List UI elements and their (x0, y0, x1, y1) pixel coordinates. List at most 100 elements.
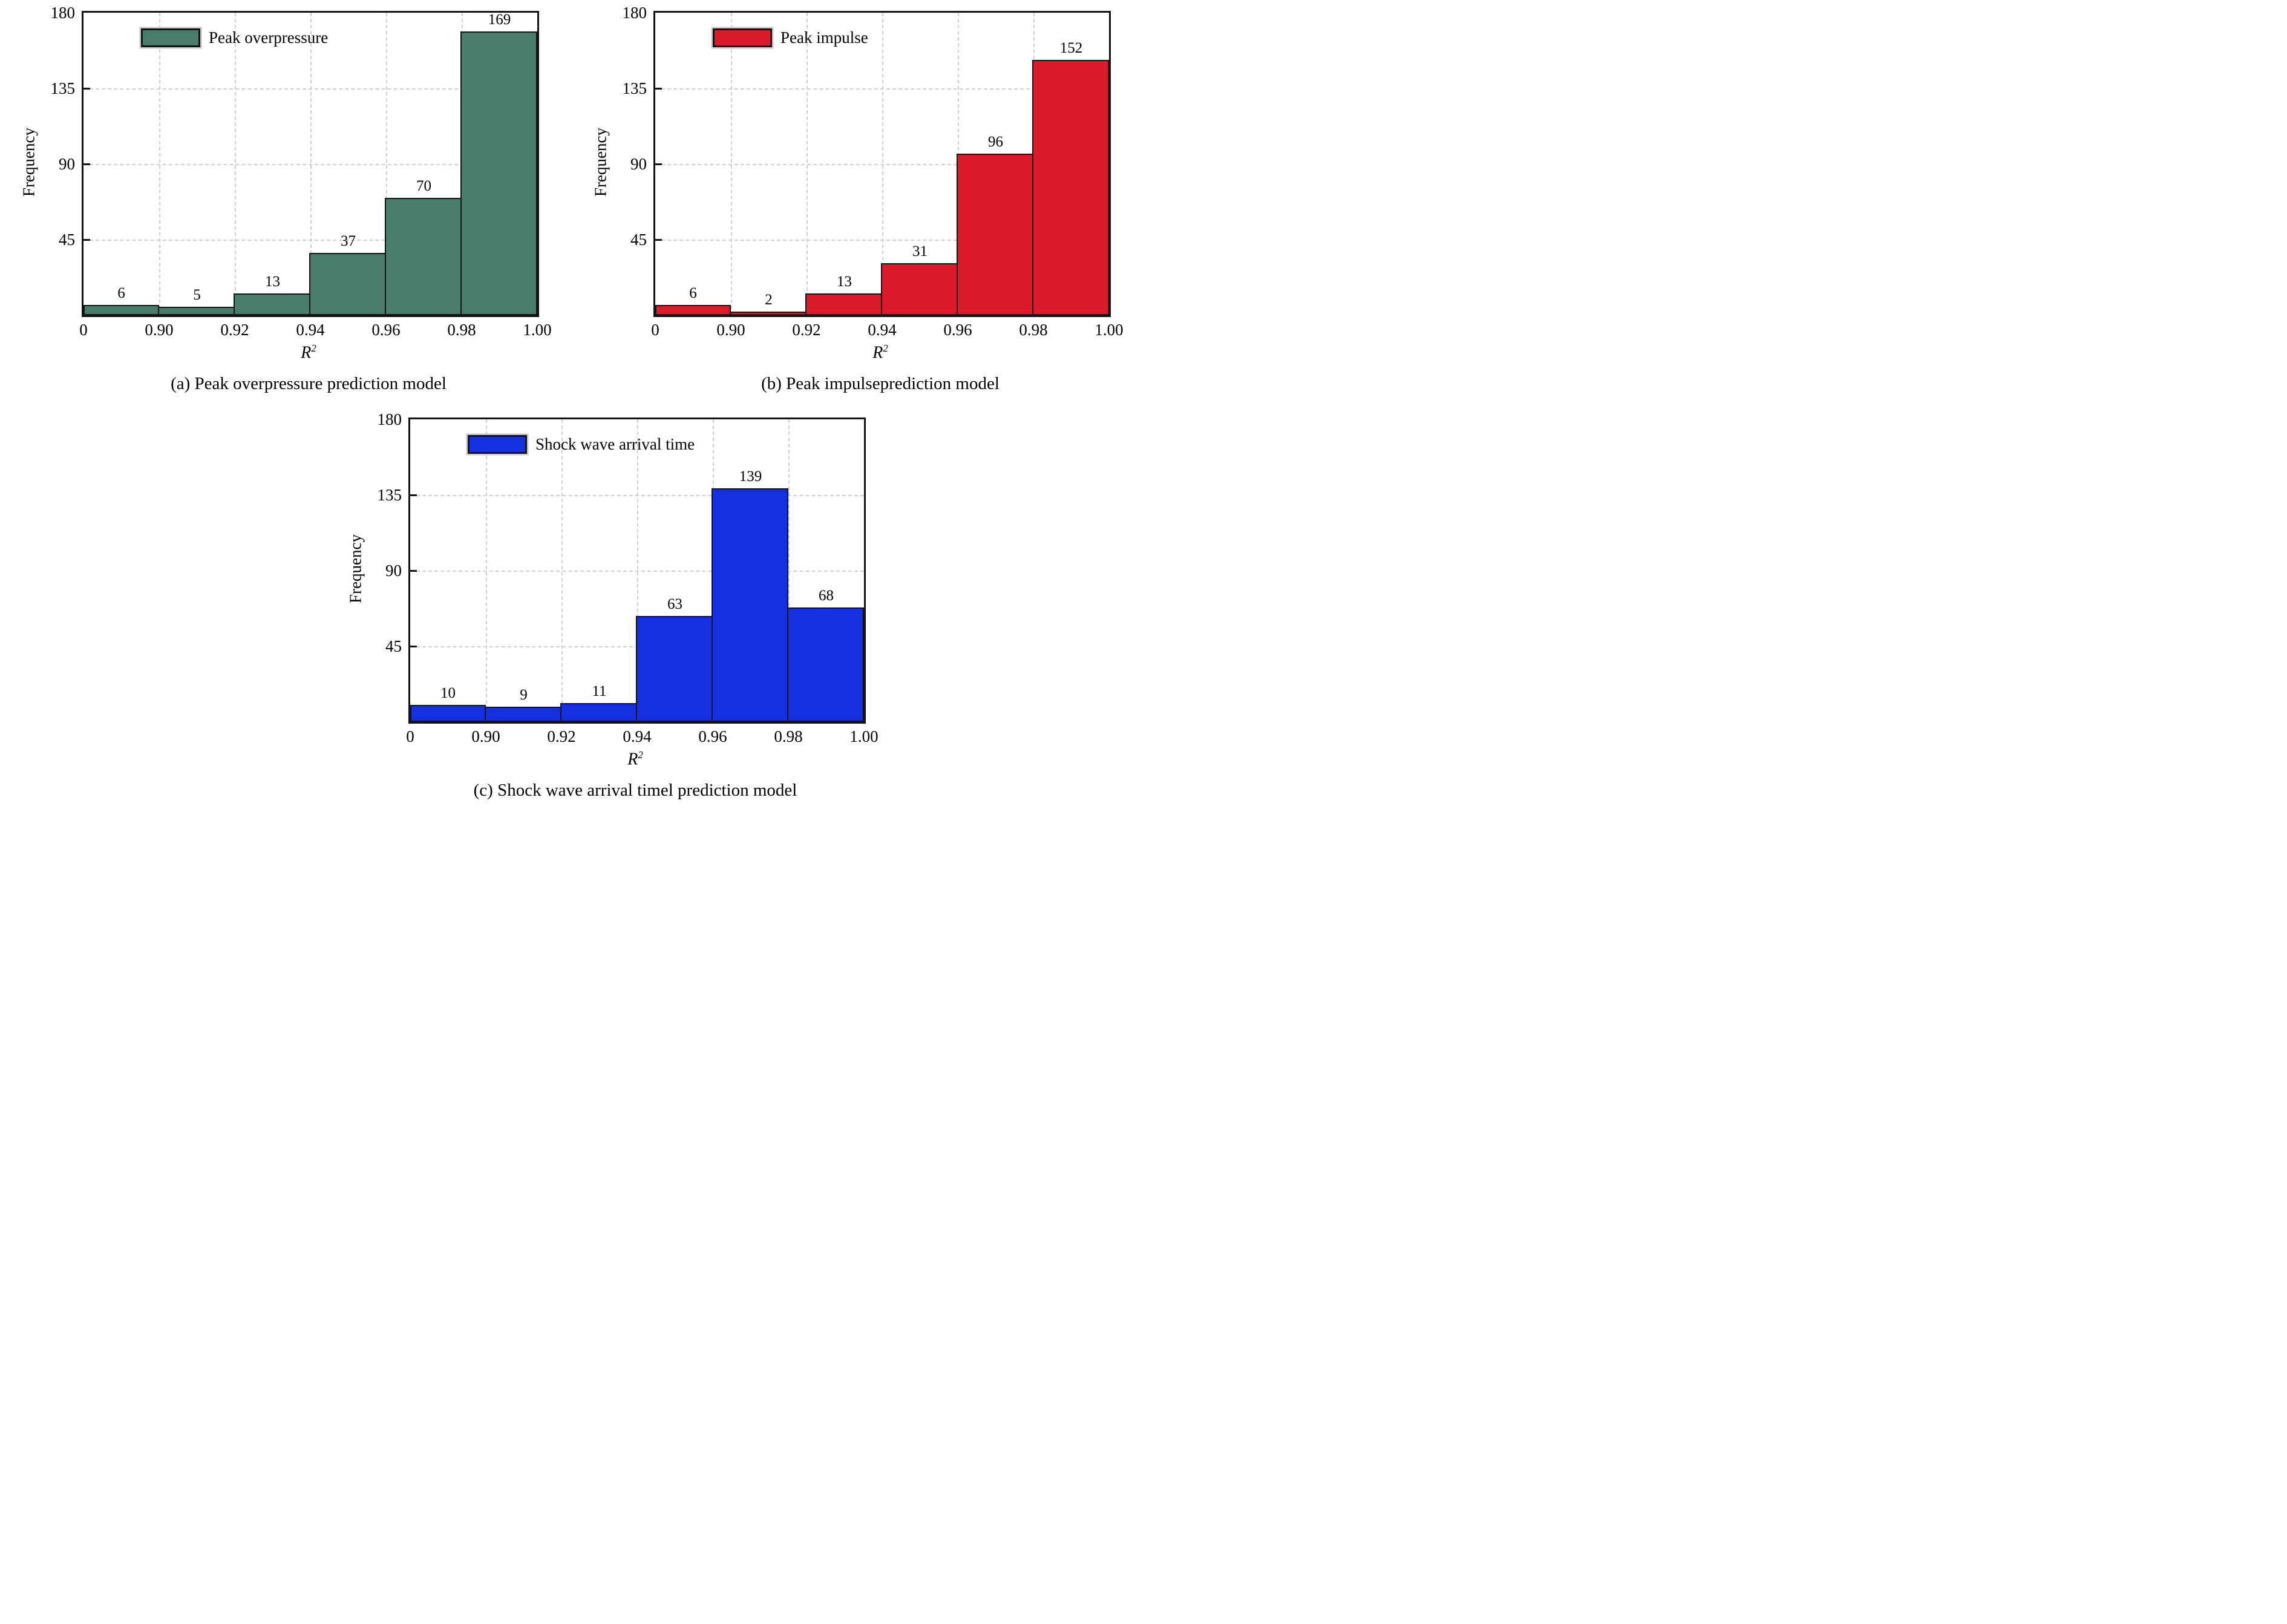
y-tick-label-a: 180 (50, 4, 76, 22)
bar-c (787, 607, 864, 722)
x-tick-label-b: 0.92 (792, 321, 821, 339)
bar-value-label-b: 2 (765, 292, 773, 309)
bar-a (233, 293, 310, 315)
x-tick-label-c: 0.94 (623, 727, 652, 745)
legend-swatch-b (713, 28, 772, 47)
bar-c (711, 488, 788, 722)
caption-b: (b) Peak impulseprediction model (761, 374, 1000, 393)
y-tick-label-c: 45 (385, 637, 402, 655)
horizontal-gridline-a (83, 164, 537, 165)
caption-c: (c) Shock wave arrival timel prediction … (473, 781, 797, 800)
y-tick-label-b: 135 (622, 79, 647, 97)
x-tick-label-b: 0.94 (868, 321, 897, 339)
horizontal-gridline-b (655, 88, 1109, 90)
bar-value-label-a: 37 (341, 233, 356, 250)
bar-value-label-b: 13 (837, 273, 852, 290)
bar-a (309, 253, 386, 315)
legend-label-a: Peak overpressure (209, 28, 329, 47)
bar-b (805, 293, 882, 315)
bar-b (655, 305, 731, 315)
y-tick-mark-c (408, 569, 417, 572)
bar-value-label-c: 68 (819, 588, 834, 604)
y-tick-mark-b (653, 163, 662, 165)
legend-label-b: Peak impulse (780, 28, 868, 47)
bar-value-label-b: 152 (1059, 39, 1083, 56)
y-tick-label-a: 135 (50, 79, 76, 97)
plot-area-c: Shock wave arrival time 45 90 135 180 10 9 11 6… (378, 410, 878, 745)
bar-b (956, 154, 1033, 315)
bar-a (83, 305, 159, 315)
bar-b (729, 312, 807, 315)
bar-b (880, 263, 958, 315)
x-tick-label-a: 0.92 (220, 321, 249, 339)
y-tick-label-b: 180 (622, 4, 647, 22)
panel-c: Frequency Shock wave arrival time 45 90 13… (327, 407, 898, 812)
horizontal-gridline-c (410, 571, 864, 572)
bar-a (384, 197, 462, 315)
y-tick-label-b: 90 (630, 155, 647, 173)
x-tick-label-c: 1.00 (849, 727, 878, 745)
y-tick-mark-c (408, 645, 417, 647)
histogram-figure: Frequency Peak overpressure 45 90 135 180 6 5… (0, 0, 1144, 812)
bar-value-label-c: 139 (739, 468, 762, 485)
bar-value-label-c: 63 (667, 596, 682, 612)
x-axis-label-base-b: R (872, 343, 883, 362)
x-tick-label-a: 0.94 (296, 321, 325, 339)
legend-a: Peak overpressure (141, 28, 328, 47)
horizontal-gridline-b (655, 240, 1109, 241)
horizontal-gridline-c (410, 495, 864, 496)
legend-label-c: Shock wave arrival time (535, 435, 695, 453)
bar-b (1032, 59, 1109, 315)
y-tick-mark-a (82, 163, 90, 165)
x-axis-label-sup-c: 2 (638, 749, 643, 761)
bar-a (157, 307, 235, 315)
bar-c (560, 703, 637, 722)
bar-value-label-c: 10 (440, 685, 456, 702)
x-tick-label-b: 0.98 (1019, 321, 1048, 339)
x-tick-label-c: 0.92 (547, 727, 576, 745)
x-tick-label-c: 0.96 (698, 727, 727, 745)
x-axis-label-c: R2 (408, 749, 862, 769)
x-tick-label-c: 0 (406, 727, 414, 745)
x-tick-label-a: 1.00 (523, 321, 552, 339)
horizontal-gridline-a (83, 240, 537, 241)
x-tick-label-a: 0.96 (371, 321, 401, 339)
bar-value-label-c: 11 (592, 683, 607, 700)
bar-value-label-a: 169 (488, 11, 511, 28)
y-tick-label-a: 90 (59, 155, 75, 173)
legend-swatch-c (468, 435, 527, 454)
bar-value-label-a: 70 (416, 177, 431, 194)
caption-a: (a) Peak overpressure prediction model (171, 374, 447, 393)
bar-c (484, 707, 561, 722)
panel-a: Frequency Peak overpressure 45 90 135 180 6 5… (0, 0, 572, 405)
bar-c (635, 616, 713, 722)
x-axis-label-b: R2 (653, 342, 1107, 362)
y-tick-label-c: 180 (377, 410, 402, 428)
y-tick-label-a: 45 (59, 231, 75, 249)
x-axis-label-base-a: R (301, 343, 312, 362)
y-tick-mark-a (82, 238, 90, 241)
x-tick-label-a: 0.90 (145, 321, 174, 339)
horizontal-gridline-b (655, 164, 1109, 165)
y-tick-label-c: 90 (385, 562, 402, 580)
x-tick-label-c: 0.90 (471, 727, 500, 745)
x-tick-label-b: 0 (651, 321, 659, 339)
x-tick-label-b: 0.90 (716, 321, 745, 339)
bar-a (460, 31, 537, 315)
bar-value-label-c: 9 (520, 687, 528, 703)
x-tick-label-a: 0 (79, 321, 88, 339)
bar-value-label-b: 6 (689, 285, 697, 302)
bar-value-label-b: 96 (988, 134, 1003, 151)
plot-area-a: Peak overpressure 45 90 135 180 6 5 13 37 70 169 0… (51, 4, 552, 339)
x-axis-label-a: R2 (82, 342, 535, 362)
bar-c (410, 705, 486, 722)
y-tick-mark-b (653, 238, 662, 241)
x-tick-label-c: 0.98 (774, 727, 803, 745)
legend-c: Shock wave arrival time (468, 435, 695, 454)
x-axis-label-base-c: R (627, 750, 638, 769)
x-tick-label-b: 0.96 (943, 321, 972, 339)
x-axis-label-sup-b: 2 (883, 342, 888, 354)
bar-value-label-a: 13 (265, 273, 280, 290)
y-tick-mark-a (82, 87, 90, 90)
y-tick-mark-c (408, 494, 417, 496)
